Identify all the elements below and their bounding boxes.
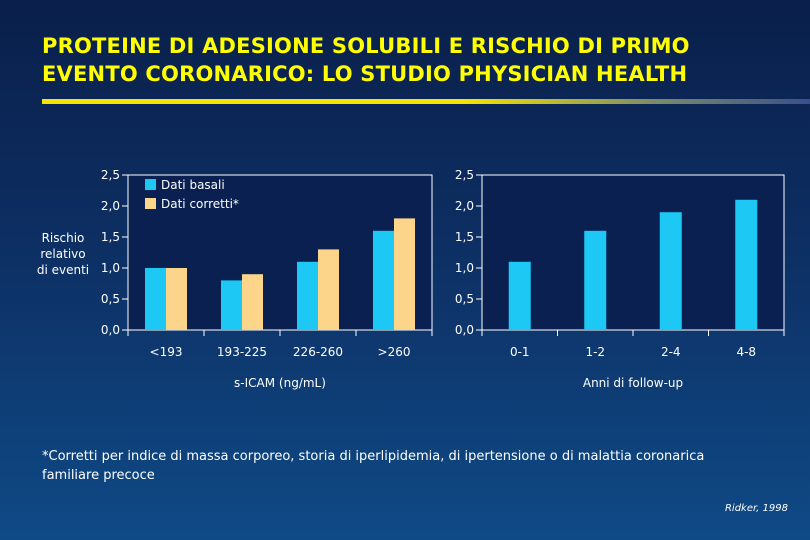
chart-1-bar-basal — [735, 199, 758, 330]
slide-title: PROTEINE DI ADESIONE SOLUBILI E RISCHIO … — [42, 32, 802, 88]
chart-1-y-tick-label: 1,0 — [455, 261, 474, 275]
chart-0-legend-swatch — [145, 198, 156, 209]
chart-1-x-tick-label: 2-4 — [661, 345, 681, 359]
chart-0-bar-corrected — [166, 268, 187, 330]
chart-0-x-axis-label: s-ICAM (ng/mL) — [234, 376, 326, 390]
chart-0-x-tick-label: >260 — [378, 345, 411, 359]
chart-1-bar-basal — [508, 261, 531, 330]
title-underline — [42, 99, 810, 104]
chart-1-x-tick-label: 0-1 — [510, 345, 530, 359]
chart-0-legend-label: Dati corretti* — [161, 197, 239, 211]
chart-1-plot-area — [481, 174, 785, 331]
chart-0-x-tick-label: 193-225 — [217, 345, 267, 359]
chart-1-y-tick-label: 2,0 — [455, 199, 474, 213]
chart-0-y-tick-label: 0,5 — [101, 292, 120, 306]
chart-0-x-tick-label: <193 — [150, 345, 183, 359]
chart-0-y-tick-label: 1,5 — [101, 230, 120, 244]
chart-0-bar-basal — [373, 230, 394, 330]
chart-1-y-tick-label: 0,0 — [455, 323, 474, 337]
chart-0-y-tick-label: 0,0 — [101, 323, 120, 337]
chart-1-y-tick-label: 1,5 — [455, 230, 474, 244]
chart-1-x-tick-label: 1-2 — [585, 345, 605, 359]
chart-0-bar-corrected — [394, 218, 415, 330]
chart-1-bar-basal — [659, 212, 682, 330]
chart-0-legend-label: Dati basali — [161, 178, 225, 192]
chart-0-bar-basal — [221, 280, 242, 330]
slide-title-line-1: PROTEINE DI ADESIONE SOLUBILI E RISCHIO … — [42, 34, 690, 58]
chart-1-bar-basal — [584, 230, 607, 330]
chart-0-y-tick-label: 1,0 — [101, 261, 120, 275]
footnote-line-1: *Corretti per indice di massa corporeo, … — [42, 449, 705, 464]
chart-0-x-tick-label: 226-260 — [293, 345, 343, 359]
chart-0-bar-basal — [297, 261, 318, 330]
chart-1-y-tick-label: 2,5 — [455, 168, 474, 182]
footnote-line-2: familiare precoce — [42, 468, 155, 483]
chart-0-bar-corrected — [318, 249, 339, 330]
chart-0-y-tick-label: 2,0 — [101, 199, 120, 213]
chart-0-y-axis-label: relativo — [40, 247, 85, 261]
source-citation: Ridker, 1998 — [724, 503, 788, 514]
chart-0-y-axis-label: Rischio — [42, 231, 85, 245]
chart-0-legend-swatch — [145, 179, 156, 190]
chart-0-y-tick-label: 2,5 — [101, 168, 120, 182]
chart-0-y-axis-label: di eventi — [37, 263, 89, 277]
chart-1-x-tick-label: 4-8 — [736, 345, 756, 359]
slide-title-line-2: EVENTO CORONARICO: LO STUDIO PHYSICIAN H… — [42, 62, 688, 86]
chart-0-bar-basal — [145, 268, 166, 330]
footnote: *Corretti per indice di massa corporeo, … — [42, 447, 802, 485]
chart-0-bar-corrected — [242, 274, 263, 330]
chart-1-y-tick-label: 0,5 — [455, 292, 474, 306]
chart-1-x-axis-label: Anni di follow-up — [583, 376, 683, 390]
